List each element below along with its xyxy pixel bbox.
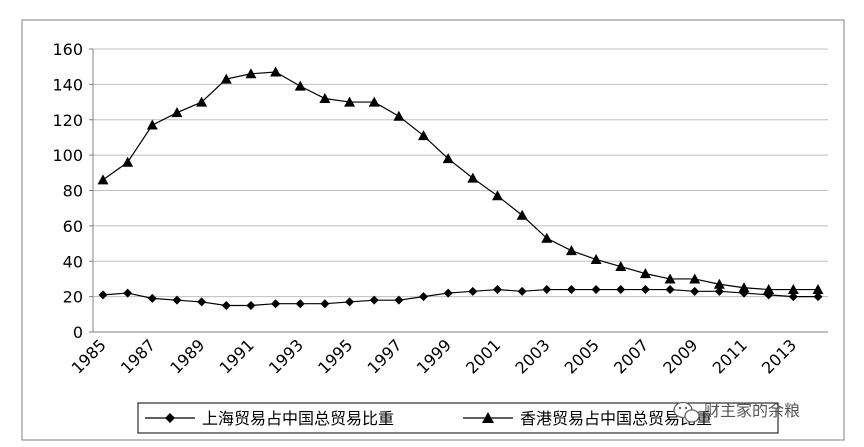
data-point bbox=[369, 295, 379, 305]
data-point bbox=[640, 285, 650, 295]
y-tick-label: 140 bbox=[52, 75, 83, 94]
data-point bbox=[468, 286, 478, 296]
data-point bbox=[419, 292, 429, 302]
data-point bbox=[171, 107, 183, 118]
y-tick-label: 100 bbox=[52, 146, 83, 165]
data-point bbox=[197, 297, 207, 307]
data-point bbox=[122, 156, 134, 167]
data-point bbox=[172, 295, 182, 305]
y-tick-label: 60 bbox=[63, 217, 83, 236]
data-point bbox=[270, 66, 282, 77]
y-tick-label: 20 bbox=[63, 288, 83, 307]
data-point bbox=[295, 299, 305, 309]
data-point bbox=[616, 285, 626, 295]
data-point bbox=[246, 300, 256, 310]
data-point bbox=[393, 110, 405, 121]
data-point bbox=[368, 96, 380, 107]
data-point bbox=[442, 153, 454, 164]
data-point bbox=[714, 286, 724, 296]
legend-marker-shanghai bbox=[165, 413, 175, 423]
data-point bbox=[271, 299, 281, 309]
data-point bbox=[689, 273, 701, 284]
data-point bbox=[467, 172, 479, 183]
y-tick-labels: 0 20 40 60 80 100 120 140 160 bbox=[52, 40, 83, 342]
data-point bbox=[98, 290, 108, 300]
data-point bbox=[813, 292, 823, 302]
data-point bbox=[566, 285, 576, 295]
legend-marker-hongkong bbox=[482, 412, 494, 423]
legend-box bbox=[137, 402, 779, 434]
data-point bbox=[196, 96, 208, 107]
y-tick-label: 80 bbox=[63, 182, 83, 201]
legend-label-shanghai: 上海贸易占中国总贸易比重 bbox=[202, 409, 394, 428]
y-tick-label: 120 bbox=[52, 111, 83, 130]
data-point bbox=[690, 286, 700, 296]
y-tick-label: 0 bbox=[73, 323, 83, 342]
data-point bbox=[345, 297, 355, 307]
y-tick-label: 160 bbox=[52, 40, 83, 59]
data-point bbox=[615, 261, 627, 272]
data-point bbox=[123, 288, 133, 298]
data-point bbox=[590, 253, 602, 264]
data-point bbox=[541, 232, 553, 243]
data-point bbox=[787, 284, 799, 295]
data-point bbox=[220, 73, 232, 84]
wechat-icon bbox=[673, 401, 700, 423]
data-point bbox=[245, 68, 257, 79]
data-point bbox=[294, 80, 306, 91]
series-shanghai bbox=[98, 285, 823, 310]
data-point bbox=[763, 284, 775, 295]
data-point bbox=[738, 282, 750, 293]
data-point bbox=[344, 96, 356, 107]
data-point bbox=[491, 190, 503, 201]
grid-lines bbox=[93, 48, 828, 298]
data-point bbox=[665, 285, 675, 295]
legend: 上海贸易占中国总贸易比重 香港贸易占中国总贸易比重 bbox=[137, 402, 779, 434]
y-tick-label: 40 bbox=[63, 252, 83, 271]
legend-label-hongkong: 香港贸易占中国总贸易比重 bbox=[520, 409, 712, 428]
data-point bbox=[97, 174, 109, 185]
data-point bbox=[664, 273, 676, 284]
watermark: 财主家的余粮 bbox=[673, 401, 800, 423]
data-point bbox=[492, 285, 502, 295]
data-point bbox=[713, 278, 725, 289]
data-point bbox=[394, 295, 404, 305]
data-point bbox=[418, 130, 430, 141]
data-point bbox=[639, 268, 651, 279]
data-point bbox=[147, 293, 157, 303]
axes bbox=[89, 48, 828, 333]
data-point bbox=[812, 284, 824, 295]
data-point bbox=[319, 93, 331, 104]
series-hongkong bbox=[97, 66, 824, 295]
data-point bbox=[443, 288, 453, 298]
data-point bbox=[517, 286, 527, 296]
data-point bbox=[542, 285, 552, 295]
data-point bbox=[565, 245, 577, 256]
data-point bbox=[146, 119, 158, 130]
data-point bbox=[591, 285, 601, 295]
data-point bbox=[788, 292, 798, 302]
data-point bbox=[320, 299, 330, 309]
data-point bbox=[516, 209, 528, 220]
watermark-text: 财主家的余粮 bbox=[704, 401, 800, 420]
data-point bbox=[221, 300, 231, 310]
chart-border bbox=[21, 19, 845, 441]
